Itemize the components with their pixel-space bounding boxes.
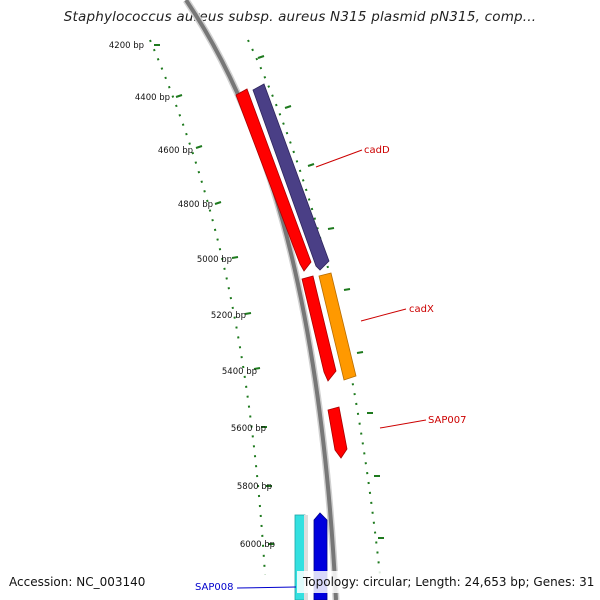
ruler-label: 5000 bp xyxy=(197,255,232,265)
inner-tick-ring xyxy=(149,39,266,576)
ruler-label: 5600 bp xyxy=(231,424,266,434)
ruler-label: 4400 bp xyxy=(135,93,170,103)
outer-major-ticks xyxy=(257,55,384,539)
gene-label-cadD[interactable]: cadD xyxy=(364,145,390,156)
ruler-label: 4800 bp xyxy=(178,200,213,210)
ruler-major-ticks xyxy=(154,44,274,545)
ruler-label: 5800 bp xyxy=(237,482,272,492)
gene-label-SAP008[interactable]: SAP008 xyxy=(195,582,234,593)
cadD-leader-line xyxy=(315,149,363,168)
gene-white-bar xyxy=(304,515,308,600)
ruler-label: 4600 bp xyxy=(158,146,193,156)
gene-label-cadX[interactable]: cadX xyxy=(409,304,434,315)
accession-text: Accession: NC_003140 xyxy=(9,575,146,589)
SAP008-leader-line xyxy=(236,586,297,589)
ruler-label: 5400 bp xyxy=(222,367,257,377)
cadX-leader-line xyxy=(360,308,407,322)
gene-label-SAP007[interactable]: SAP007 xyxy=(428,415,467,426)
gene-SAP007-arrow[interactable] xyxy=(327,406,348,459)
map-title: Staphylococcus aureus subsp. aureus N315… xyxy=(63,9,537,25)
gene-cadD-arrow[interactable] xyxy=(252,83,330,271)
backbone xyxy=(184,0,338,600)
gene-red-arrow-1[interactable] xyxy=(235,88,312,272)
gene-red-arrow-2[interactable] xyxy=(301,275,337,382)
topology-info: Topology: circular; Length: 24,653 bp; G… xyxy=(297,571,600,593)
ruler-label: 4200 bp xyxy=(109,41,144,51)
ruler-label: 6000 bp xyxy=(240,540,275,550)
gene-cadX-arrow[interactable] xyxy=(318,272,357,381)
ruler-label: 5200 bp xyxy=(211,311,246,321)
SAP007-leader-line xyxy=(379,419,427,429)
